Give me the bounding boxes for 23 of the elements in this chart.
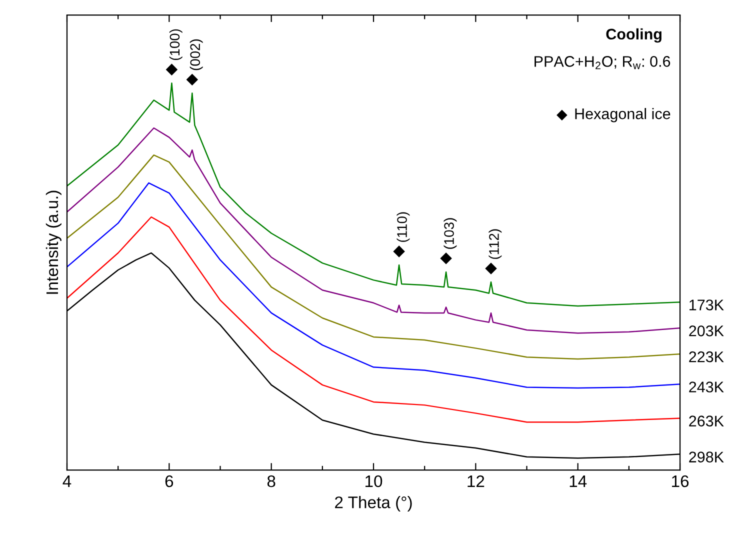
series-label: 263K	[689, 416, 724, 426]
series-label: 223K	[689, 351, 724, 362]
series-label: 298K	[689, 452, 724, 462]
annotation: (110)	[396, 212, 410, 242]
annotation: (103)	[444, 218, 457, 249]
series-label: 173K	[690, 300, 724, 310]
series-label: 243K	[689, 382, 724, 392]
x-tick-label: 10	[366, 475, 382, 488]
annotation: (002)	[190, 39, 203, 70]
x-axis-title: 2 Theta (°)	[335, 496, 412, 512]
annotation: (112)	[488, 229, 502, 259]
x-tick-label: 8	[267, 475, 276, 488]
annotation: (100)	[169, 29, 182, 60]
y-axis-title: Intensity (a.u.)	[46, 190, 62, 294]
x-tick-label: 14	[570, 476, 587, 488]
x-tick-label: 6	[165, 475, 174, 488]
annotation: Hexagonal ice	[575, 108, 670, 122]
x-tick-label: 12	[468, 475, 484, 488]
x-tick-label: 16	[672, 475, 689, 488]
series-label: 203K	[689, 326, 724, 336]
text: Cooling	[606, 28, 662, 43]
text: PPAC+H$_{2}$O; R$_{w}$: 0.6	[534, 56, 670, 70]
x-tick-label: 4	[62, 476, 72, 488]
